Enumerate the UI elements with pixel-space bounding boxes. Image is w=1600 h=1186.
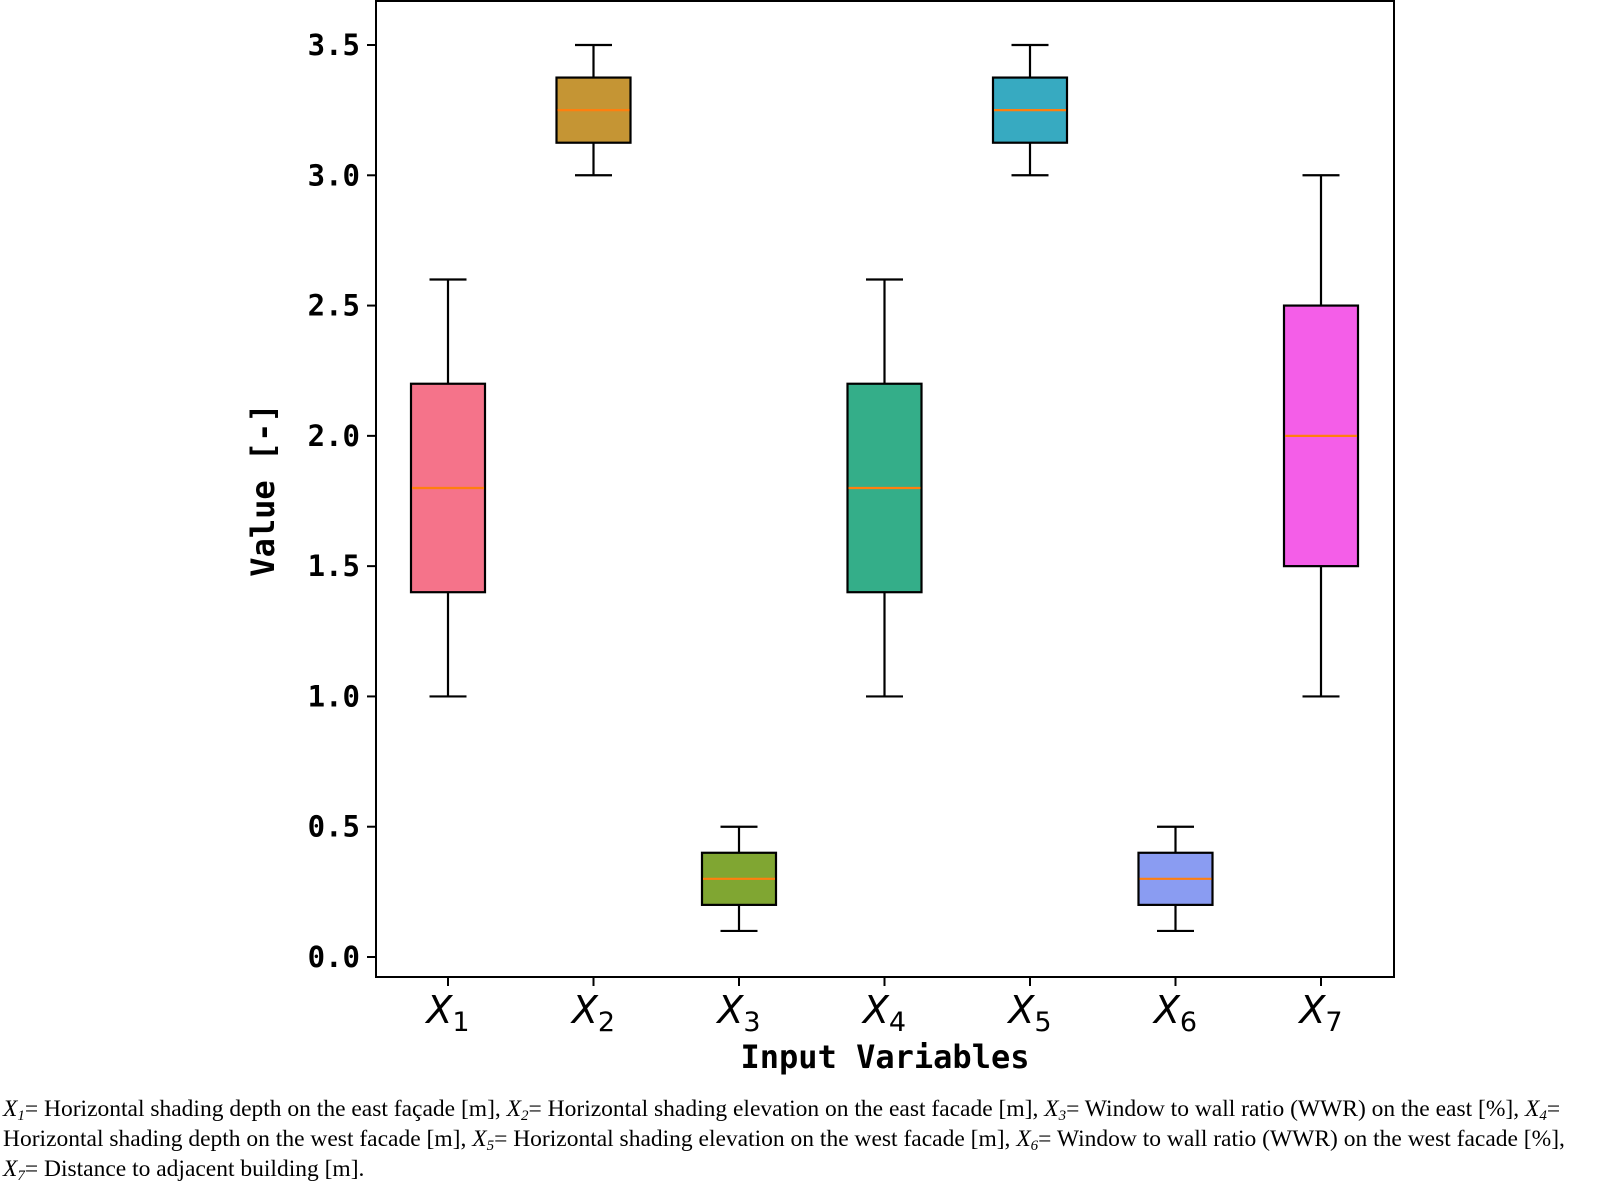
x-tick-label: X6 xyxy=(1152,988,1197,1038)
x-tick-label: X5 xyxy=(1006,988,1051,1038)
x-axis-title: Input Variables xyxy=(741,1038,1030,1076)
y-tick-label: 2.0 xyxy=(308,419,360,453)
caption-entry-2: X2= Horizontal shading elevation on the … xyxy=(506,1096,1045,1124)
box-5 xyxy=(991,43,1069,177)
y-tick-label: 3.5 xyxy=(308,28,360,62)
box-3 xyxy=(700,825,778,933)
box-7 xyxy=(1282,174,1360,698)
x-tick-label: X4 xyxy=(861,988,906,1038)
caption-entry-6: X6= Window to wall ratio (WWR) on the we… xyxy=(1016,1126,1565,1154)
x-axis: X1 X2 X3 X4 X5 X6 X7 xyxy=(424,977,1343,1038)
box-1 xyxy=(409,278,487,698)
y-tick-label: 1.0 xyxy=(308,679,360,713)
y-tick-label: 0.0 xyxy=(308,940,360,974)
caption-entry-5: X5= Horizontal shading elevation on the … xyxy=(472,1126,1017,1154)
x-tick-label: X3 xyxy=(715,988,760,1038)
y-tick-label: 3.0 xyxy=(308,158,360,192)
boxes-layer xyxy=(409,43,1360,933)
y-axis-title: Value [-] xyxy=(244,403,282,576)
caption-entry-4: X4= Horizontal shading depth on the west… xyxy=(3,1096,1561,1152)
x-tick-label: X1 xyxy=(424,988,469,1038)
x-tick-label: X2 xyxy=(570,988,615,1038)
caption-entry-1: X1= Horizontal shading depth on the east… xyxy=(3,1096,507,1124)
caption-entry-3: X3= Window to wall ratio (WWR) on the ea… xyxy=(1044,1096,1525,1124)
box-6 xyxy=(1137,825,1214,933)
y-tick-label: 2.5 xyxy=(308,289,360,323)
y-tick-label: 1.5 xyxy=(308,549,360,583)
x-tick-label: X7 xyxy=(1297,988,1342,1038)
caption-entry-7: X7= Distance to adjacent building [m]. xyxy=(3,1156,365,1184)
box-4 xyxy=(846,278,923,698)
box-2 xyxy=(555,43,632,177)
box-plot-chart: 0.00.51.01.52.02.53.03.5 X1 X2 X3 X4 X5 X6 X7 … xyxy=(244,0,1395,1076)
y-tick-label: 0.5 xyxy=(308,810,360,844)
figure-caption: X1= Horizontal shading depth on the east… xyxy=(3,1094,1597,1184)
y-axis: 0.0 0.5 1.0 1.5 2.0 2.5 3.0 3.5 xyxy=(308,28,376,974)
